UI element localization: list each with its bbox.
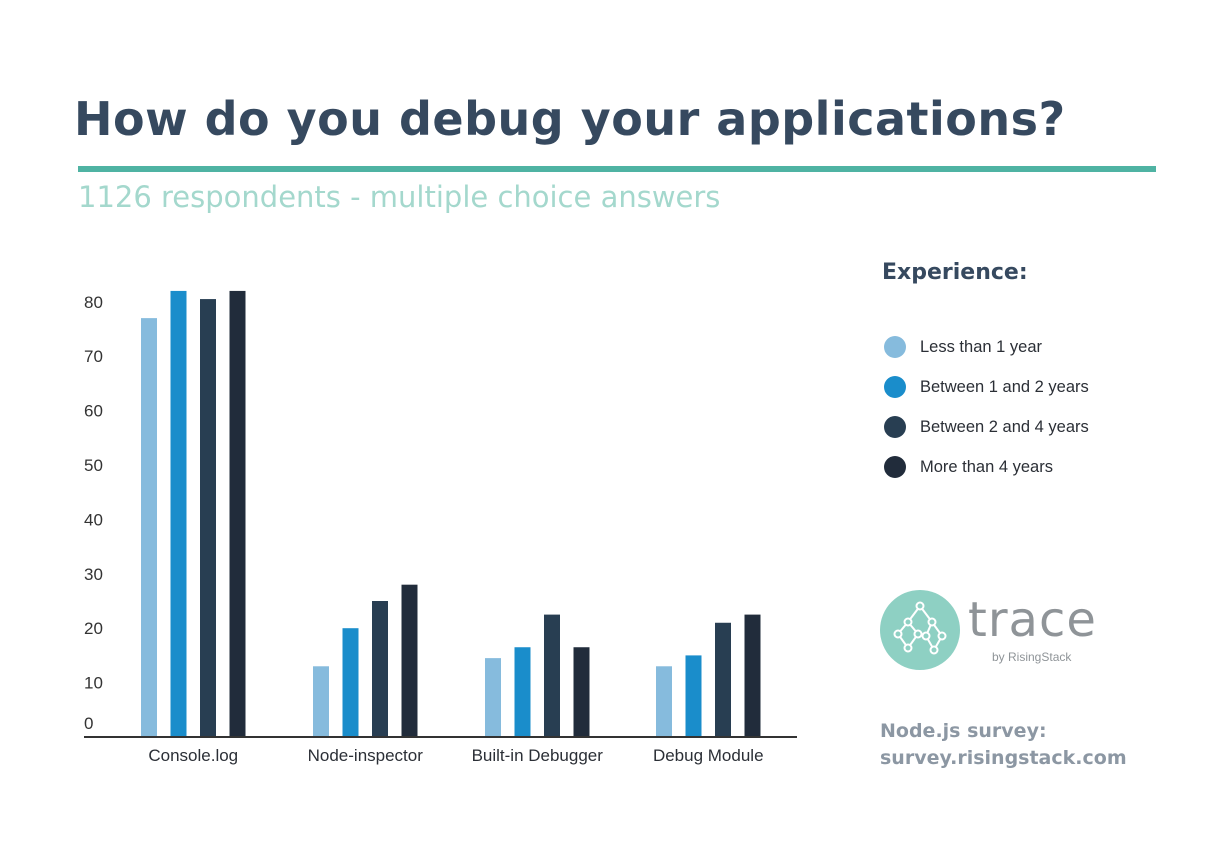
bar	[485, 658, 501, 737]
y-tick-label: 10	[84, 674, 103, 693]
legend: Less than 1 year Between 1 and 2 years Bet…	[884, 327, 1089, 487]
bar	[401, 584, 418, 737]
logo-wordmark: trace	[968, 592, 1097, 648]
y-tick-label: 60	[84, 402, 103, 421]
trace-logo: trace by RisingStack	[880, 590, 1110, 680]
page-subtitle: 1126 respondents - multiple choice answe…	[78, 180, 721, 214]
legend-title: Experience:	[882, 260, 1028, 285]
legend-label: Between 2 and 4 years	[920, 417, 1089, 436]
survey-credit-line1: Node.js survey:	[880, 720, 1047, 742]
y-tick-label: 50	[84, 456, 103, 475]
bar	[229, 290, 246, 737]
bar	[715, 622, 731, 737]
bar	[313, 666, 329, 737]
bar	[170, 290, 187, 737]
y-tick-label: 80	[84, 293, 103, 312]
x-category-label: Debug Module	[653, 746, 764, 765]
y-tick-label: 70	[84, 347, 103, 366]
legend-swatch	[884, 416, 906, 438]
page-title: How do you debug your applications?	[74, 92, 1066, 146]
x-category-label: Console.log	[148, 746, 238, 765]
bar	[514, 647, 531, 737]
bar	[342, 628, 359, 737]
legend-item: Between 1 and 2 years	[884, 367, 1089, 407]
bar	[573, 647, 590, 737]
legend-swatch	[884, 376, 906, 398]
y-tick-label: 30	[84, 565, 103, 584]
legend-swatch	[884, 336, 906, 358]
bar	[656, 666, 672, 737]
legend-label: More than 4 years	[920, 457, 1053, 476]
bar	[141, 318, 157, 737]
x-category-label: Built-in Debugger	[472, 746, 604, 765]
y-tick-label: 40	[84, 510, 103, 529]
title-underline	[78, 166, 1156, 172]
trace-logo-icon	[880, 590, 960, 670]
x-category-label: Node-inspector	[308, 746, 424, 765]
legend-item: Between 2 and 4 years	[884, 407, 1089, 447]
logo-byline: by RisingStack	[992, 650, 1072, 664]
y-tick-label: 20	[84, 619, 103, 638]
bar	[372, 601, 388, 737]
bar	[744, 614, 761, 737]
survey-credit: Node.js survey: survey.risingstack.com	[880, 718, 1127, 772]
legend-swatch	[884, 456, 906, 478]
survey-url: survey.risingstack.com	[880, 747, 1127, 769]
legend-label: Less than 1 year	[920, 337, 1042, 356]
bar	[200, 299, 216, 737]
bar	[544, 614, 560, 737]
legend-label: Between 1 and 2 years	[920, 377, 1089, 396]
legend-item: More than 4 years	[884, 447, 1089, 487]
bar	[685, 655, 702, 737]
y-tick-label: 0	[84, 714, 93, 733]
legend-item: Less than 1 year	[884, 327, 1089, 367]
